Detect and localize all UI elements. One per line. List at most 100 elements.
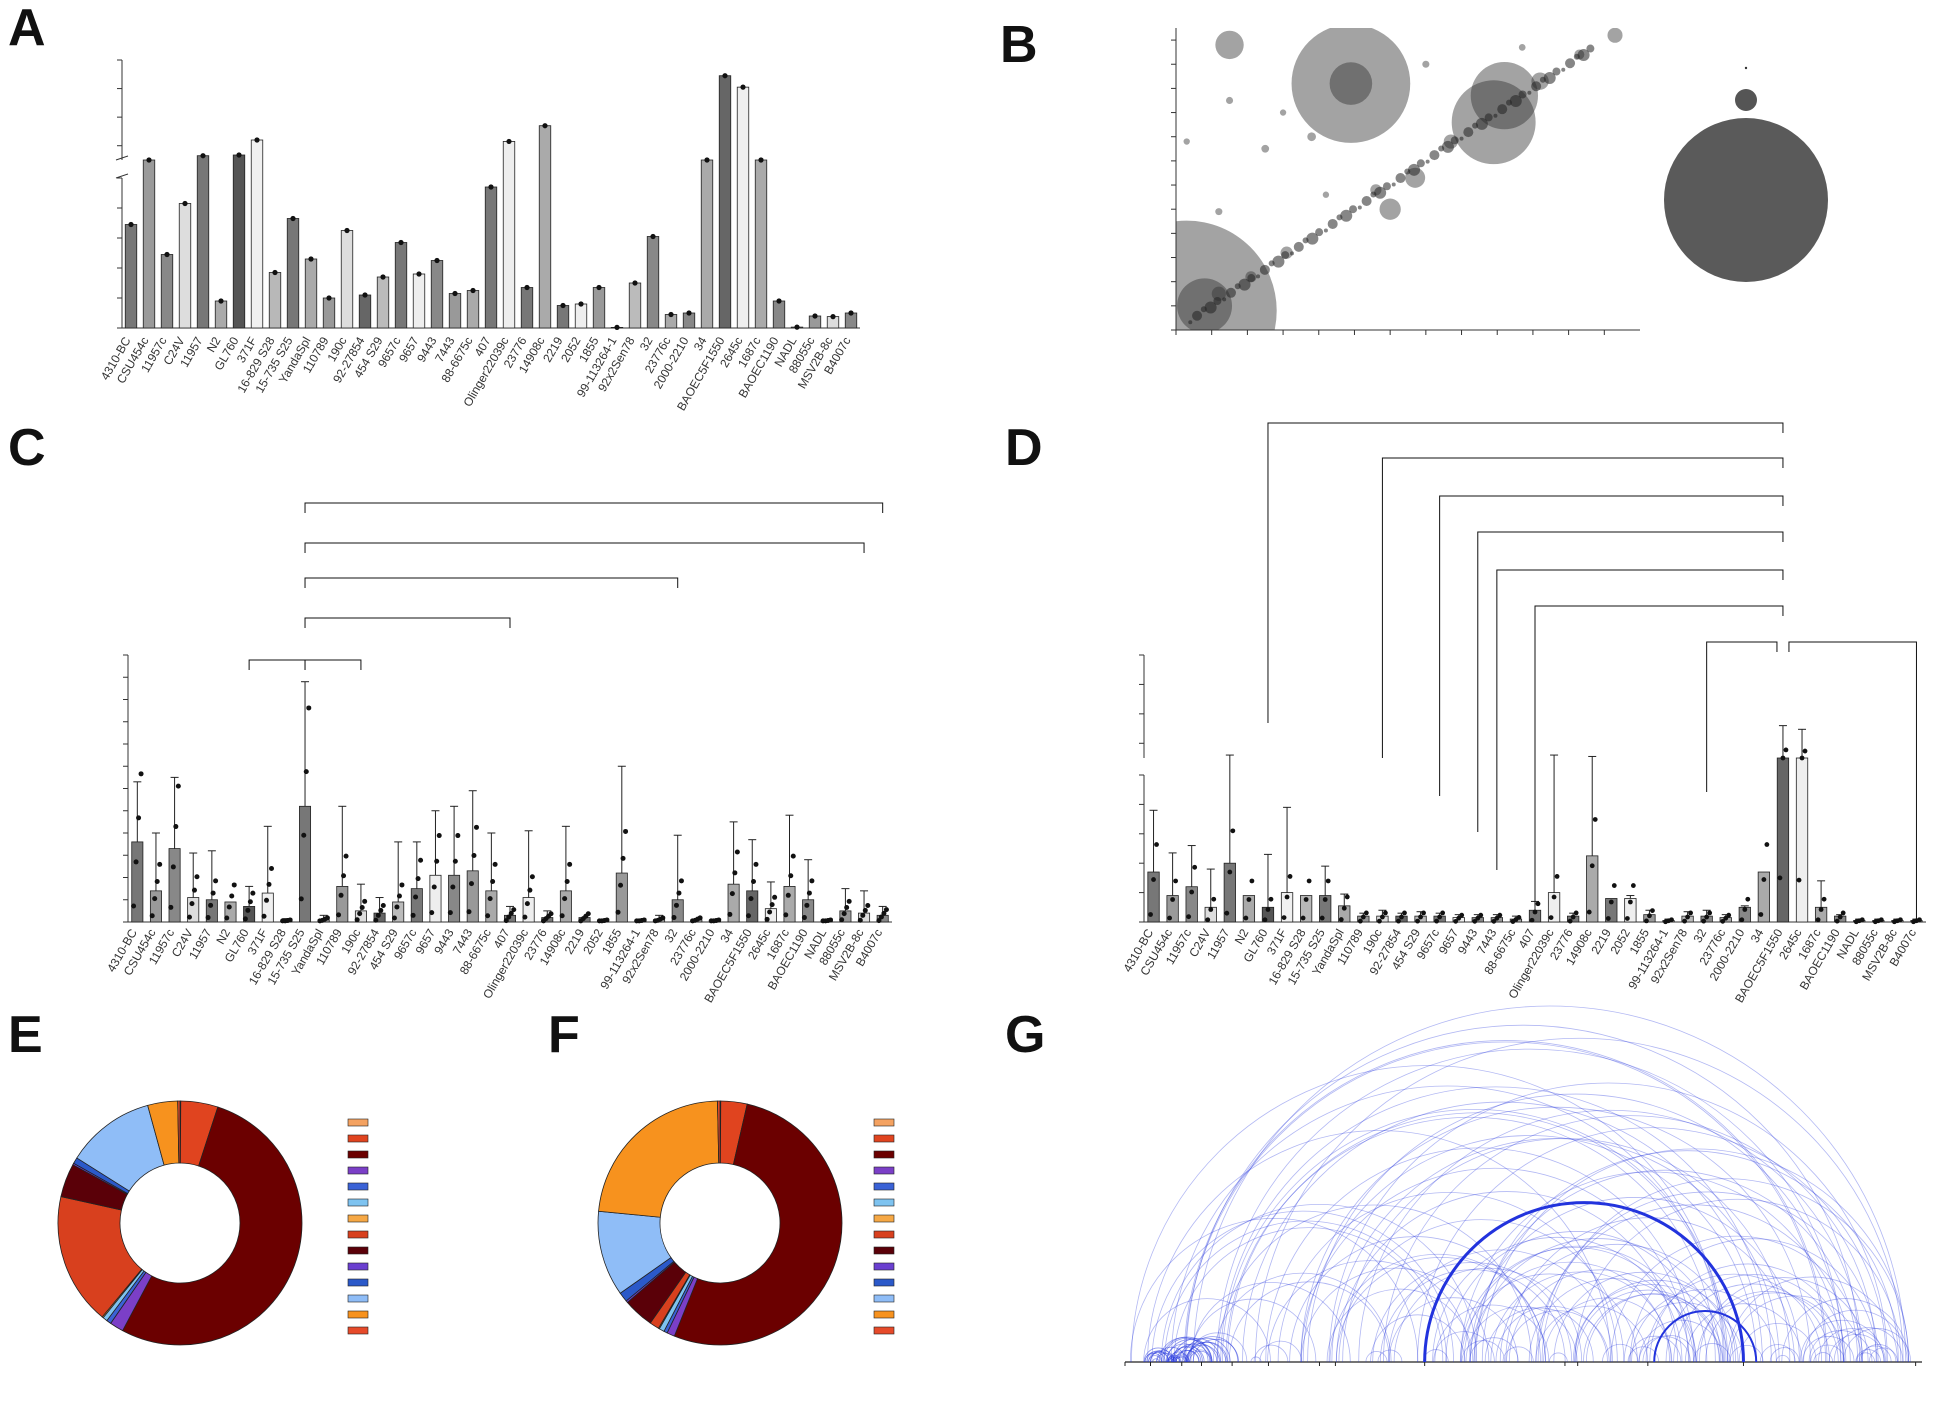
d-point bbox=[1567, 918, 1573, 924]
d-bar bbox=[1776, 757, 1790, 923]
c-point bbox=[306, 705, 312, 711]
c-point bbox=[336, 912, 342, 918]
d-point bbox=[1644, 918, 1649, 924]
c-point bbox=[136, 815, 142, 821]
c-point bbox=[324, 915, 330, 921]
g-arc bbox=[1212, 1273, 1392, 1363]
c-point bbox=[529, 874, 535, 880]
c-point bbox=[231, 882, 237, 888]
a-bar-point bbox=[578, 301, 584, 307]
g-arc bbox=[1220, 1086, 1772, 1363]
g-arc bbox=[1302, 1135, 1757, 1363]
c-point bbox=[413, 894, 419, 900]
b-bubble bbox=[1607, 28, 1623, 43]
b-bubble bbox=[1561, 67, 1566, 72]
a-bar-point bbox=[488, 184, 494, 190]
b-bubble bbox=[1177, 278, 1233, 330]
b-points bbox=[1176, 28, 1623, 330]
d-point bbox=[1650, 908, 1655, 914]
g-arc bbox=[1548, 1352, 1568, 1363]
d-point bbox=[1532, 909, 1538, 915]
g-arc bbox=[1329, 1253, 1546, 1363]
c-point bbox=[716, 917, 722, 923]
d-point bbox=[1516, 915, 1522, 920]
c-point bbox=[585, 911, 591, 917]
g-arc bbox=[1543, 1297, 1673, 1363]
c-point bbox=[301, 832, 307, 838]
c-point bbox=[508, 910, 514, 916]
a-bar bbox=[250, 139, 264, 329]
g-arc bbox=[1168, 1356, 1181, 1363]
b-bubble bbox=[1577, 49, 1590, 62]
c-point bbox=[133, 859, 139, 865]
a-bar-point bbox=[128, 221, 134, 228]
g-arc bbox=[1185, 1042, 1825, 1362]
c-point bbox=[149, 913, 155, 919]
c-point bbox=[394, 904, 400, 910]
a-bar-point bbox=[758, 157, 764, 163]
c-strain-label: 34 bbox=[717, 926, 736, 945]
a-bar bbox=[178, 203, 192, 329]
g-arc bbox=[1151, 1210, 1454, 1363]
c-point bbox=[678, 878, 684, 884]
c-point bbox=[772, 894, 778, 900]
c-point bbox=[764, 916, 770, 922]
c-point bbox=[783, 912, 789, 918]
f-legend-swatch bbox=[873, 1166, 895, 1175]
f-legend-swatch bbox=[873, 1150, 895, 1159]
c-sig-bracket bbox=[304, 542, 865, 553]
b-bubble bbox=[1361, 195, 1372, 206]
c-point bbox=[303, 769, 309, 775]
g-arc bbox=[1705, 1292, 1845, 1363]
a-bar-point bbox=[272, 269, 278, 276]
c-point bbox=[242, 916, 248, 922]
g-arc bbox=[1642, 1334, 1697, 1363]
d-point bbox=[1780, 755, 1786, 761]
c-point bbox=[226, 904, 232, 910]
c-point bbox=[881, 910, 887, 916]
c-point bbox=[745, 913, 751, 919]
d-point bbox=[1647, 913, 1652, 919]
c-point bbox=[191, 887, 197, 893]
e-legend-swatch bbox=[347, 1246, 369, 1255]
c-point bbox=[186, 914, 192, 920]
c-point bbox=[138, 771, 144, 777]
g-arc bbox=[1833, 1327, 1904, 1363]
d-point bbox=[1325, 878, 1331, 884]
c-point bbox=[152, 896, 158, 902]
c-point bbox=[466, 909, 472, 915]
g-arc bbox=[1185, 1024, 1860, 1363]
b-bubble bbox=[1281, 251, 1290, 260]
b-bubble bbox=[1379, 198, 1401, 220]
a-bar bbox=[304, 258, 318, 329]
d-point bbox=[1608, 899, 1614, 905]
d-point bbox=[1456, 915, 1462, 921]
a-bar-point bbox=[236, 152, 242, 158]
panel-label-c: C bbox=[8, 419, 46, 477]
c-point bbox=[208, 902, 214, 908]
b-bubble bbox=[1382, 182, 1391, 191]
c-point bbox=[287, 917, 293, 923]
b-bubble bbox=[1215, 30, 1244, 60]
g-arc bbox=[1335, 1256, 1547, 1363]
b-bubble bbox=[1293, 241, 1304, 252]
b-bubble bbox=[1543, 72, 1556, 85]
d-point bbox=[1418, 914, 1423, 920]
c-point bbox=[168, 904, 174, 910]
d-point bbox=[1742, 907, 1748, 912]
a-strain-label: 32 bbox=[637, 334, 656, 353]
d-point bbox=[1783, 747, 1789, 753]
d-point bbox=[1246, 897, 1252, 902]
b-bubble bbox=[1527, 90, 1532, 95]
c-point bbox=[436, 833, 442, 839]
g-arc bbox=[1535, 1305, 1649, 1363]
b-bubble bbox=[1256, 274, 1261, 279]
a-bar bbox=[142, 159, 156, 329]
e-legend-swatch bbox=[347, 1326, 369, 1335]
b-legend-bubble-large bbox=[1664, 118, 1828, 282]
g-arc bbox=[1228, 1281, 1390, 1363]
d-point bbox=[1205, 917, 1211, 923]
c-point bbox=[567, 861, 573, 867]
f-slice bbox=[598, 1100, 720, 1218]
d-point bbox=[1688, 910, 1693, 916]
